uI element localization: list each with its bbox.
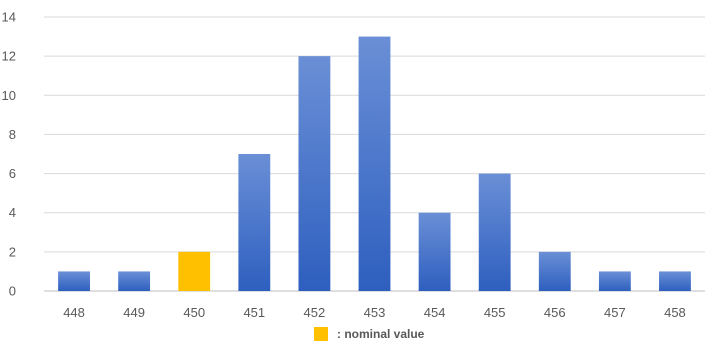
bar-458	[659, 271, 691, 291]
x-tick-label: 449	[123, 305, 145, 320]
x-tick-label: 451	[243, 305, 265, 320]
y-tick-label: 8	[9, 127, 16, 142]
y-tick-label: 12	[2, 49, 16, 64]
legend-label-nominal-value: : nominal value	[337, 327, 425, 341]
x-tick-label: 454	[424, 305, 446, 320]
y-tick-label: 14	[2, 10, 16, 25]
x-tick-label: 455	[484, 305, 506, 320]
bar-448	[58, 271, 90, 291]
bar-451	[238, 154, 271, 291]
legend-swatch-nominal-value	[314, 327, 328, 341]
bar-457	[598, 271, 631, 291]
y-axis-ticks: 0 2 4 6 8 10 12 14	[2, 10, 16, 299]
y-tick-label: 4	[9, 205, 16, 220]
x-tick-label: 457	[604, 305, 626, 320]
bars	[58, 36, 691, 292]
bar-454	[418, 212, 451, 291]
x-tick-label: 458	[664, 305, 686, 320]
bar-449	[118, 271, 151, 291]
y-tick-label: 10	[2, 88, 16, 103]
bar-452	[298, 56, 331, 292]
bar-450	[178, 251, 211, 291]
y-tick-label: 6	[9, 166, 16, 181]
x-tick-label: 452	[304, 305, 326, 320]
legend: : nominal value	[314, 327, 425, 341]
x-axis-ticks: 448 449 450 451 452 453 454 455 456 457 458	[63, 305, 686, 320]
bar-456	[538, 251, 571, 291]
x-tick-label: 448	[63, 305, 85, 320]
y-tick-label: 2	[9, 244, 16, 259]
x-tick-label: 453	[364, 305, 386, 320]
y-tick-label: 0	[9, 284, 16, 299]
x-tick-label: 450	[183, 305, 205, 320]
x-tick-label: 456	[544, 305, 566, 320]
bar-455	[478, 173, 511, 291]
bar-453	[358, 36, 391, 292]
